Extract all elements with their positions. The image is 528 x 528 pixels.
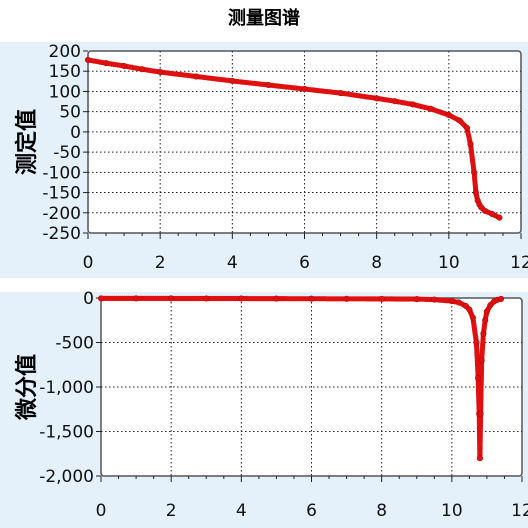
x-tick-label: 2 (155, 253, 166, 273)
data-point (168, 295, 175, 302)
data-point (466, 306, 473, 313)
data-point (483, 308, 490, 315)
data-point (472, 189, 479, 196)
y-tick-label: 0 (83, 289, 94, 309)
data-point (343, 295, 350, 302)
x-tick-label: 12 (511, 501, 528, 521)
page-title: 测量图谱 (228, 8, 300, 29)
data-point (480, 330, 487, 337)
y-axis-label: 微分值 (14, 354, 40, 421)
data-point (391, 98, 398, 105)
y-tick-label: -1,500 (39, 423, 94, 443)
data-point (463, 124, 470, 131)
data-point (477, 410, 484, 417)
data-point (373, 95, 380, 102)
y-tick-label: -1,000 (39, 378, 94, 398)
data-point (445, 111, 452, 118)
data-point (133, 295, 140, 302)
data-point (238, 295, 245, 302)
data-point (478, 357, 485, 364)
x-tick-label: 6 (306, 501, 317, 521)
data-point (265, 81, 272, 89)
y-axis-label: 测定值 (14, 109, 40, 175)
data-point (431, 296, 438, 303)
data-point (157, 68, 164, 76)
data-point (469, 314, 476, 321)
x-tick-label: 2 (166, 501, 177, 521)
data-point (203, 295, 210, 302)
x-tick-label: 4 (227, 253, 238, 273)
data-point (273, 295, 280, 302)
x-tick-label: 0 (83, 253, 94, 273)
data-point (467, 140, 474, 148)
y-tick-label: 100 (49, 82, 81, 102)
data-point (489, 210, 496, 218)
data-point (378, 295, 385, 302)
y-tick-label: -150 (42, 184, 81, 204)
y-tick-label: -2,000 (39, 467, 94, 487)
data-point (308, 295, 315, 302)
x-tick-label: 8 (371, 253, 382, 273)
x-tick-label: 12 (510, 253, 528, 273)
data-point (121, 62, 128, 70)
data-point (448, 298, 455, 305)
y-tick-label: 0 (70, 123, 81, 143)
plot-area (87, 50, 522, 234)
data-point (139, 66, 146, 73)
y-tick-label: -100 (42, 163, 81, 183)
data-point (482, 317, 489, 324)
data-point (102, 60, 110, 67)
data-point (97, 295, 105, 302)
x-tick-label: 4 (236, 501, 247, 521)
y-tick-label: 50 (59, 103, 81, 123)
data-point (456, 117, 463, 124)
data-point (475, 375, 482, 382)
data-point (471, 169, 478, 176)
y-tick-label: -200 (42, 204, 81, 224)
data-point (497, 295, 505, 302)
data-point (473, 339, 480, 346)
x-tick-label: 0 (96, 501, 107, 521)
data-point (229, 77, 236, 84)
y-tick-label: -500 (55, 334, 94, 354)
data-point (455, 299, 462, 306)
x-tick-label: 10 (438, 253, 460, 273)
series-markers (98, 295, 504, 461)
data-point (496, 214, 503, 221)
y-tick-label: -50 (53, 143, 81, 163)
data-point (413, 296, 420, 303)
data-point (409, 101, 416, 108)
y-tick-label: 150 (49, 62, 81, 82)
data-point (337, 90, 344, 97)
y-tick-label: 200 (49, 42, 81, 62)
data-point (84, 56, 92, 63)
x-tick-label: 6 (299, 253, 310, 273)
data-point (481, 207, 488, 214)
data-point (193, 73, 200, 80)
data-point (476, 455, 483, 462)
x-tick-label: 10 (441, 501, 463, 521)
x-tick-label: 8 (376, 501, 387, 521)
data-point (301, 85, 308, 93)
data-point (427, 105, 434, 112)
y-tick-label: -250 (42, 224, 81, 244)
